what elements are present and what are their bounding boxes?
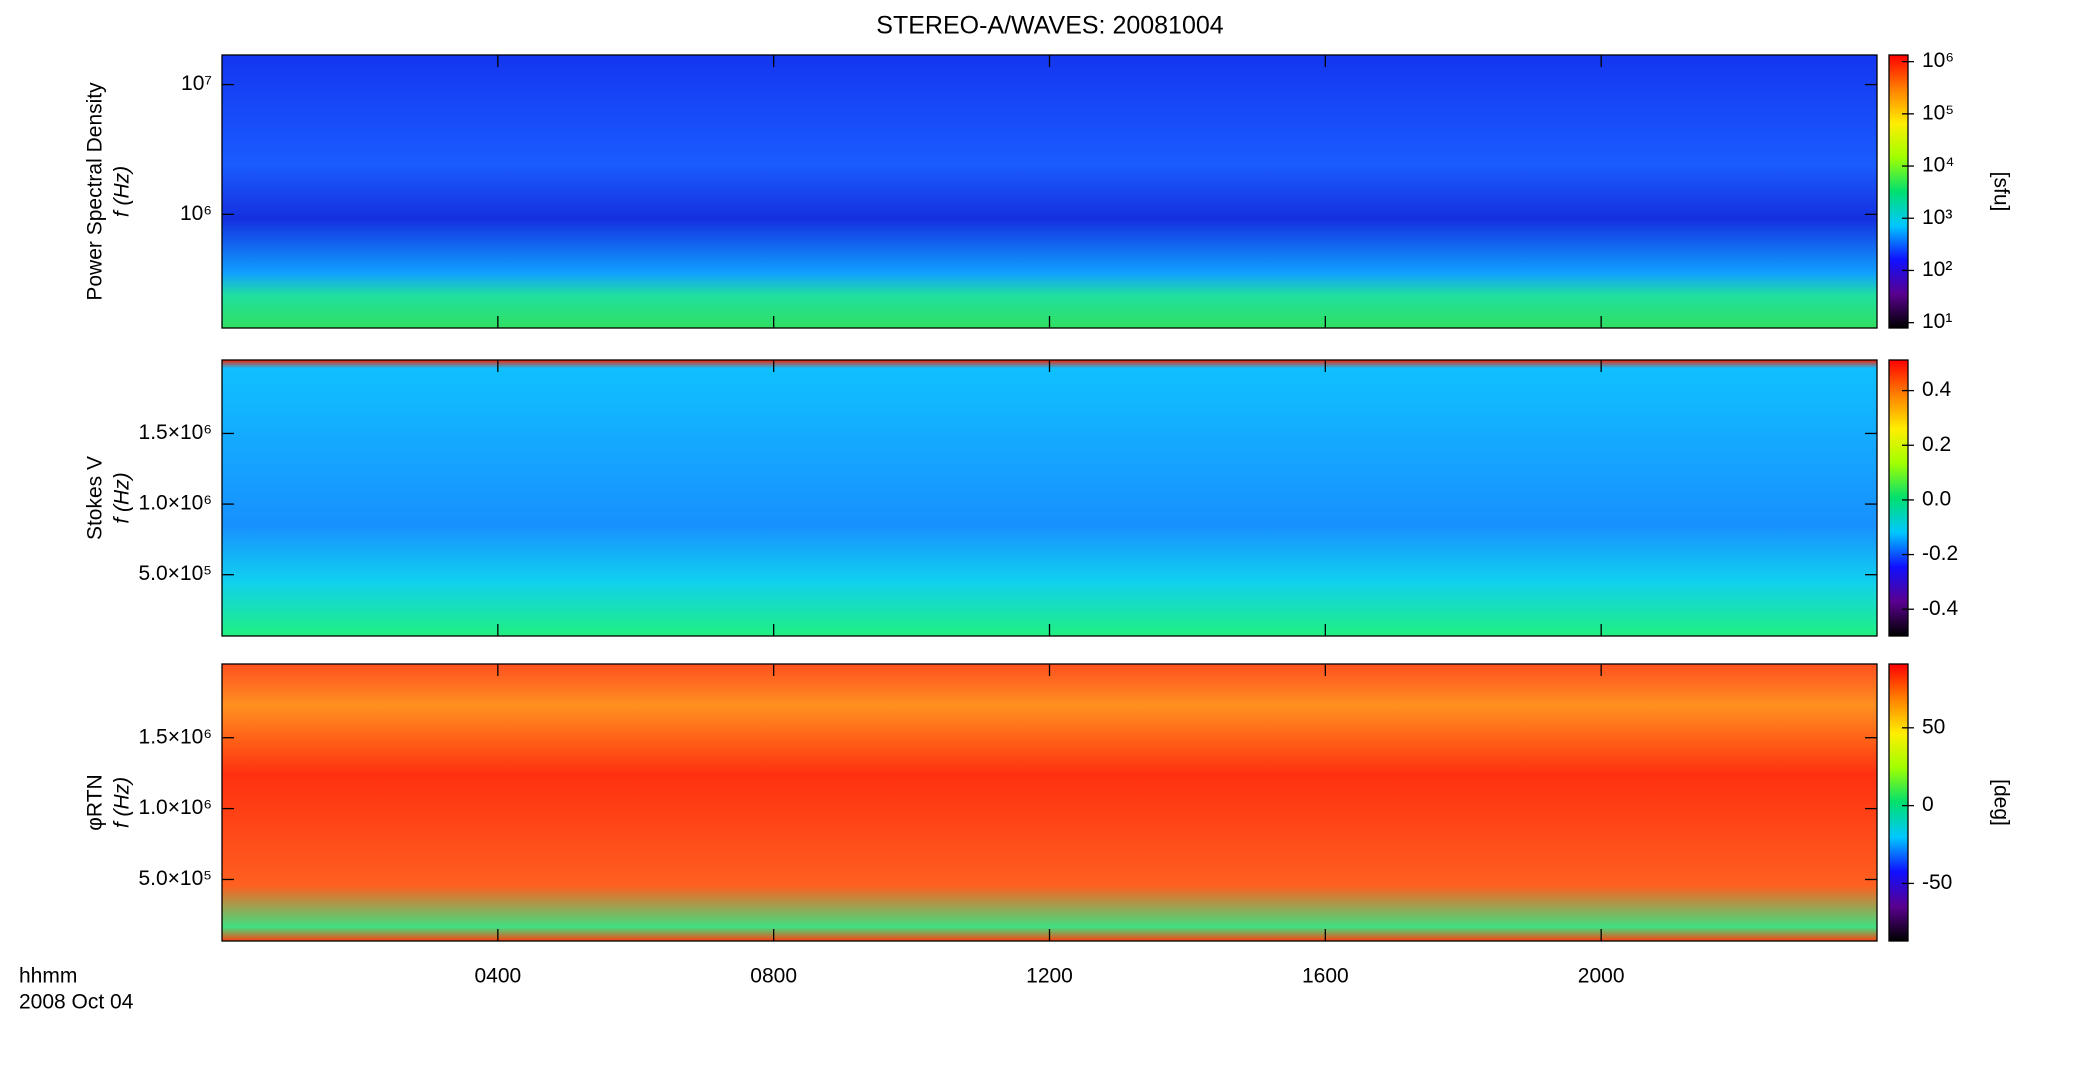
x-tick-label: 1200: [1026, 965, 1073, 988]
x-axis-label: hhmm: [19, 965, 77, 988]
y-axis-label: f (Hz): [111, 472, 134, 523]
colorbar-tick-label: -0.4: [1922, 597, 1959, 620]
y-tick-label: 5.0×10⁵: [138, 562, 212, 585]
x-tick-label: 0400: [474, 965, 521, 988]
y-tick-label: 1.5×10⁶: [139, 421, 212, 444]
colorbar-tick-label: 10³: [1922, 206, 1952, 229]
colorbar-tick-label: -50: [1922, 871, 1952, 894]
colorbar-tick-label: 10⁴: [1922, 154, 1954, 177]
y-axis-label: Power Spectral Density: [84, 82, 107, 301]
y-tick-label: 10⁶: [180, 202, 212, 225]
colorbar-tick-label: 0.0: [1922, 487, 1951, 510]
spectrogram: [222, 664, 1877, 941]
colorbar-tick-label: 0.2: [1922, 433, 1951, 456]
chart-title: STEREO-A/WAVES: 20081004: [876, 12, 1223, 40]
colorbar: [1888, 54, 1909, 329]
y-tick-label: 10⁷: [181, 72, 212, 95]
x-tick-label: 1600: [1302, 965, 1349, 988]
colorbar-tick-label: -0.2: [1922, 542, 1958, 565]
colorbar-tick-label: 10¹: [1922, 310, 1952, 333]
colorbar-tick-label: 10⁶: [1922, 49, 1954, 72]
spectrogram: [222, 55, 1877, 328]
colorbar-label: [deg]: [1989, 779, 2012, 826]
y-tick-label: 5.0×10⁵: [138, 867, 212, 890]
x-axis-label: 2008 Oct 04: [19, 991, 134, 1014]
y-tick-label: 1.0×10⁶: [139, 796, 212, 819]
x-tick-label: 2000: [1578, 965, 1625, 988]
colorbar: [1888, 663, 1909, 942]
y-tick-label: 1.0×10⁶: [139, 492, 212, 515]
colorbar-label: [sfu]: [1989, 172, 2012, 212]
y-axis-label: f (Hz): [111, 777, 134, 828]
colorbar-tick-label: 0: [1922, 793, 1934, 816]
colorbar-tick-label: 0.4: [1922, 378, 1952, 401]
x-tick-label: 0800: [750, 965, 797, 988]
y-axis-label: φRTN: [84, 774, 107, 830]
colorbar-tick-label: 50: [1922, 715, 1945, 738]
y-axis-label: f (Hz): [111, 166, 134, 217]
colorbar-tick-label: 10⁵: [1922, 101, 1954, 124]
spectrogram: [222, 360, 1877, 636]
colorbar-tick-label: 10²: [1922, 258, 1952, 281]
y-tick-label: 1.5×10⁶: [139, 725, 212, 748]
y-axis-label: Stokes V: [84, 456, 107, 540]
colorbar: [1888, 359, 1909, 637]
